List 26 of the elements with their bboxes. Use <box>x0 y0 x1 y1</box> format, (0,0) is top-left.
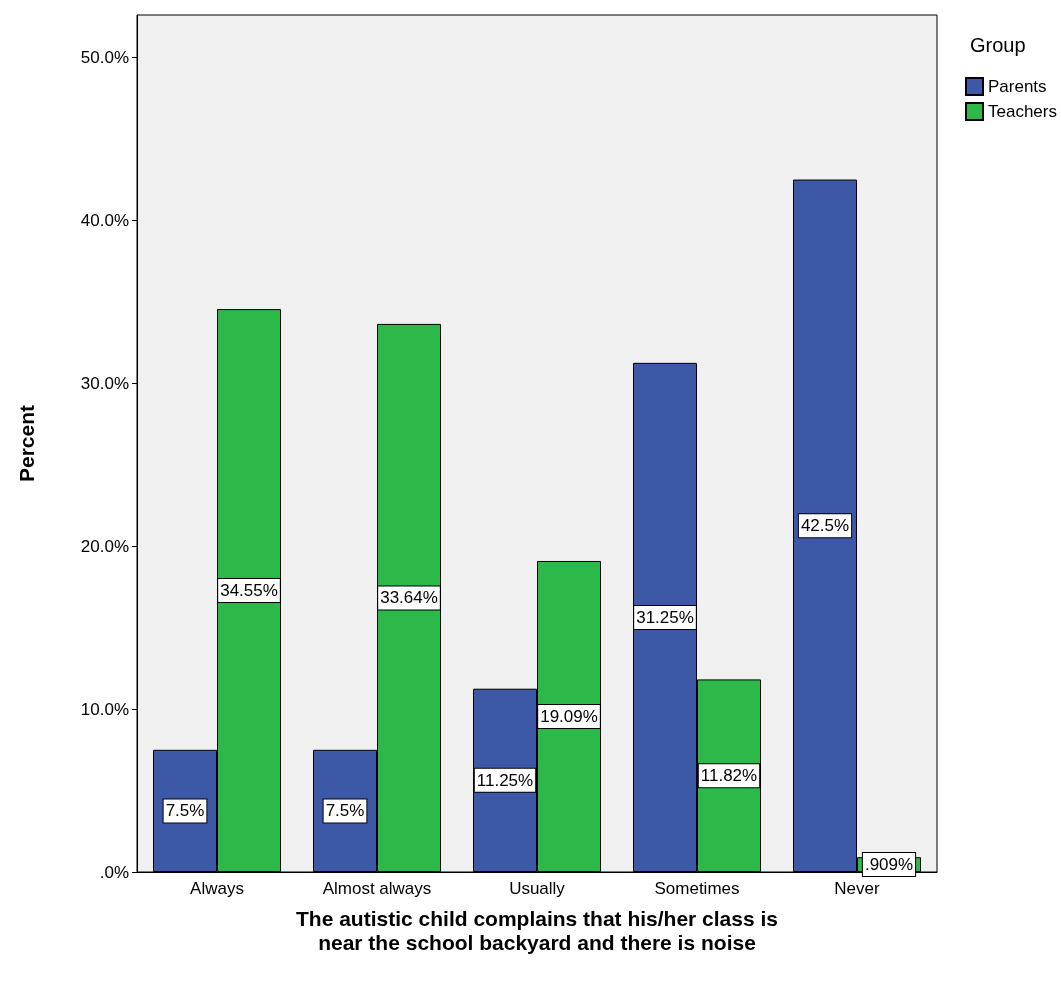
x-tick-label: Usually <box>509 879 566 898</box>
data-label: 11.82% <box>700 766 758 786</box>
x-tick-label: Never <box>834 879 881 898</box>
y-axis-title: Percent <box>15 404 38 483</box>
data-label: 34.55% <box>220 581 278 601</box>
y-tick-label: 50.0% <box>80 47 129 67</box>
data-label: .909% <box>864 855 914 875</box>
data-label: 33.64% <box>380 588 438 608</box>
y-tick-label: 10.0% <box>80 699 129 719</box>
data-label: 31.25% <box>636 607 694 627</box>
y-tick-label: .0% <box>99 862 129 882</box>
y-tick-label: 30.0% <box>80 373 129 393</box>
y-tick-label: 40.0% <box>80 210 129 230</box>
x-tick-label: Almost always <box>322 879 432 898</box>
legend-title: Group <box>970 34 1026 56</box>
x-tick-label: Always <box>190 879 244 898</box>
legend-label: Teachers <box>988 102 1057 121</box>
data-label: 19.09% <box>540 706 598 726</box>
legend-label: Parents <box>988 77 1047 96</box>
y-tick-label: 20.0% <box>80 536 129 556</box>
x-tick-label: Sometimes <box>654 879 740 898</box>
data-label: 7.5% <box>325 801 365 821</box>
data-label: 42.5% <box>800 516 850 536</box>
x-axis-title: The autistic child complains that his/her class is near the school backyard and there is noise <box>296 906 778 954</box>
data-label: 11.25% <box>476 770 534 790</box>
data-label: 7.5% <box>165 801 205 821</box>
